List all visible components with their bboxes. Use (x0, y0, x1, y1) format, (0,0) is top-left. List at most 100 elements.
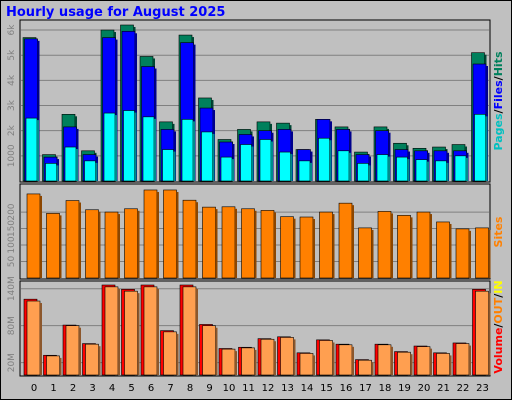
bar-out-6-side (157, 288, 159, 375)
bar-pages-21-side (446, 162, 449, 181)
legend-pages-files-hits-part-4: Hits (492, 51, 505, 76)
bar-pages-20 (415, 159, 429, 182)
bar-pages-1 (45, 163, 59, 182)
x-tick-label-13: 13 (281, 383, 294, 394)
bar-pages-19-side (407, 159, 410, 181)
bar-pages-11 (240, 144, 254, 182)
bar-out-22 (455, 343, 471, 376)
bar-sites-19-side (410, 217, 413, 278)
bar-pages-15-side (329, 140, 332, 181)
bar-out-9-face (202, 325, 216, 376)
top-y-axis-tick-label-0: 1000 (7, 144, 17, 167)
bar-sites-15-side (332, 214, 335, 278)
bar-sites-12 (260, 210, 276, 279)
bar-out-7 (163, 331, 179, 376)
legend-volume-out-in-part-3: / (492, 293, 505, 298)
bar-out-2-face (65, 325, 80, 376)
legend-pages-files-hits: Pages/Files/Hits (492, 51, 505, 150)
bar-pages-10 (220, 156, 234, 182)
bar-sites-3 (85, 209, 101, 279)
bar-out-18-face (377, 344, 392, 376)
bar-out-11-face (241, 347, 255, 376)
bar-out-19-face (397, 351, 411, 376)
x-tick-label-23: 23 (476, 383, 489, 394)
bar-sites-16-face (338, 202, 353, 279)
bar-pages-1-side (56, 165, 59, 181)
bar-out-8 (182, 286, 198, 376)
bar-sites-4-side (118, 214, 120, 278)
bar-pages-17 (357, 163, 371, 182)
bar-sites-5 (124, 208, 140, 279)
x-tick-label-5: 5 (128, 383, 134, 394)
bar-out-16-side (352, 346, 354, 375)
bar-sites-8 (182, 199, 198, 279)
bar-pages-10-face (220, 156, 233, 182)
bar-out-1-face (46, 355, 60, 376)
bar-pages-0-side (37, 120, 39, 181)
bar-sites-10 (221, 206, 237, 279)
bar-sites-2-face (65, 200, 80, 279)
bar-sites-16 (338, 202, 354, 279)
bar-out-23-face (475, 290, 489, 376)
x-tick-label-6: 6 (148, 383, 154, 394)
bar-sites-20-side (430, 214, 432, 278)
bottom-y-axis-tick-label-1: 80M (7, 316, 17, 335)
bar-sites-11-side (254, 210, 257, 278)
legend-volume-out-in-part-1: / (492, 323, 505, 328)
legend-volume-out-in-part-4: IN (492, 280, 505, 293)
bar-sites-6-face (143, 189, 158, 279)
bar-pages-17-side (368, 165, 371, 181)
bar-sites-18 (377, 211, 393, 279)
x-tick-label-20: 20 (418, 383, 431, 394)
bar-sites-17-face (358, 227, 372, 279)
bar-pages-8 (181, 119, 195, 182)
bar-out-1-side (59, 357, 62, 375)
x-tick-label-12: 12 (262, 383, 275, 394)
bar-pages-5-side (134, 112, 137, 181)
bar-out-0-side (40, 303, 42, 375)
bar-sites-19-face (397, 215, 411, 279)
bar-out-14-side (313, 355, 315, 375)
bar-pages-14 (298, 160, 312, 182)
bar-pages-12-side (271, 141, 273, 181)
x-tick-label-11: 11 (242, 383, 255, 394)
bar-sites-3-side (98, 211, 101, 278)
bar-out-6-face (143, 286, 158, 376)
bar-pages-13-side (290, 154, 293, 181)
top-y-axis-tick-label-5: 6k (7, 24, 17, 36)
bottom-y-axis-tick-label-2: 140M (7, 276, 17, 301)
bar-sites-17 (358, 227, 374, 279)
x-tick-label-7: 7 (167, 383, 173, 394)
x-tick-label-22: 22 (457, 383, 470, 394)
legend-pages-files-hits-part-1: / (492, 108, 505, 113)
x-tick-label-10: 10 (223, 383, 236, 394)
bar-sites-3-face (85, 209, 99, 279)
legend-volume-out-in-part-2: OUT (492, 297, 505, 323)
bar-files-0-side (37, 40, 40, 181)
x-tick-label-2: 2 (70, 383, 76, 394)
bar-pages-14-side (310, 162, 312, 181)
bar-out-17-side (371, 362, 374, 375)
bar-pages-3 (84, 160, 98, 182)
bar-sites-5-side (137, 210, 140, 278)
bar-sites-0-side (40, 195, 42, 278)
bar-out-16-face (338, 344, 353, 376)
bar-out-6 (143, 286, 159, 376)
bar-sites-21 (436, 221, 452, 279)
bar-out-0-face (26, 300, 41, 376)
chart-title: Hourly usage for August 2025 (6, 5, 226, 20)
bar-pages-11-side (251, 146, 254, 181)
bar-pages-4-side (115, 115, 117, 181)
bar-sites-13-side (293, 218, 296, 278)
bar-sites-23-face (475, 227, 489, 279)
bar-pages-14-face (298, 160, 311, 182)
bar-out-20-side (430, 348, 432, 375)
bar-pages-9-face (201, 131, 213, 182)
bar-sites-10-face (221, 206, 236, 279)
bar-pages-13 (279, 151, 293, 182)
bar-sites-20-face (416, 211, 431, 279)
bar-files-8-side (193, 44, 196, 182)
bar-out-16 (338, 344, 354, 376)
bar-pages-23 (474, 114, 488, 182)
bar-out-23-side (488, 293, 491, 375)
